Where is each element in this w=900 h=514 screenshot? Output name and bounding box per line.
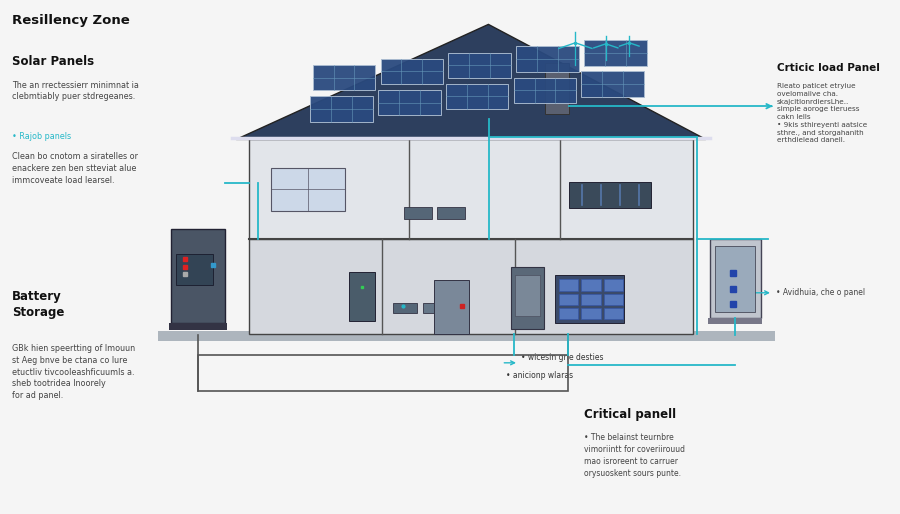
Bar: [437, 208, 465, 218]
Bar: [271, 168, 345, 211]
Bar: [392, 303, 417, 313]
Bar: [404, 208, 432, 218]
Bar: [581, 308, 600, 319]
Bar: [169, 323, 227, 329]
Bar: [310, 96, 373, 121]
Bar: [158, 331, 776, 341]
Bar: [581, 294, 600, 305]
Bar: [581, 280, 600, 291]
Bar: [249, 239, 693, 334]
Text: Clean bo cnotom a siratelles or
enackere zen ben stteviat alue
immcoveate load l: Clean bo cnotom a siratelles or enackere…: [12, 152, 138, 185]
Bar: [559, 308, 578, 319]
Text: • The belainst teurnbre
vimoriintt for coveriirouud
mao isroreent to carruer
ory: • The belainst teurnbre vimoriintt for c…: [584, 433, 685, 478]
Text: The an rrectessierr minimnat ia
clebmtiably puer stdregeanes.: The an rrectessierr minimnat ia clebmtia…: [12, 81, 139, 101]
Bar: [511, 267, 544, 328]
Bar: [423, 303, 447, 313]
Bar: [716, 246, 755, 312]
Bar: [171, 229, 225, 323]
Bar: [708, 318, 762, 324]
Bar: [604, 308, 623, 319]
Polygon shape: [236, 24, 706, 139]
Bar: [176, 254, 212, 285]
Bar: [378, 90, 441, 115]
Bar: [514, 78, 576, 103]
Text: • Rajob panels: • Rajob panels: [12, 132, 71, 141]
Bar: [554, 275, 624, 323]
Bar: [349, 272, 375, 321]
Text: • anicionp wlaras: • anicionp wlaras: [506, 371, 573, 380]
Bar: [584, 40, 647, 66]
Bar: [559, 294, 578, 305]
Text: Critical panell: Critical panell: [584, 408, 676, 421]
Text: Resillency Zone: Resillency Zone: [12, 14, 130, 27]
Bar: [446, 84, 508, 109]
Bar: [604, 280, 623, 291]
Text: Rleato paticet etryiue
ovelomaiive cha.
skajcitlonrdiersLhe..
simple aoroge tier: Rleato paticet etryiue ovelomaiive cha. …: [777, 83, 868, 143]
Bar: [312, 65, 375, 90]
Bar: [544, 63, 570, 114]
Text: • Avidhuia, che o panel: • Avidhuia, che o panel: [777, 288, 866, 297]
Bar: [448, 52, 511, 78]
Text: Crticic load Panel: Crticic load Panel: [777, 63, 880, 73]
Bar: [249, 139, 693, 239]
Bar: [581, 71, 644, 97]
Bar: [604, 294, 623, 305]
Text: Solar Panels: Solar Panels: [12, 55, 94, 68]
Bar: [198, 355, 568, 391]
Bar: [710, 239, 760, 318]
Text: • wicesin grie desties: • wicesin grie desties: [521, 353, 604, 362]
Text: Battery
Storage: Battery Storage: [12, 290, 64, 319]
Bar: [381, 59, 443, 84]
Text: GBk hien speertting of Imouun
st Aeg bnve be ctana co lure
etuctliv tivcooleashf: GBk hien speertting of Imouun st Aeg bnv…: [12, 344, 135, 400]
Bar: [435, 280, 469, 334]
Bar: [517, 46, 579, 72]
Bar: [569, 182, 652, 209]
Bar: [516, 275, 540, 316]
Bar: [559, 280, 578, 291]
